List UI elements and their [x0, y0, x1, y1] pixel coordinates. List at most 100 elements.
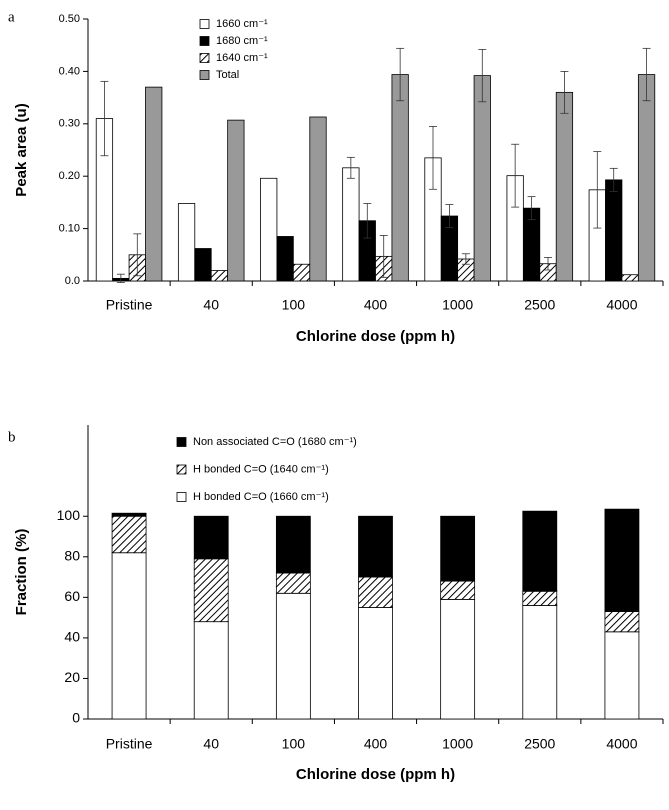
bar-segment [111, 515, 147, 554]
legend-label: 1680 cm⁻¹ [216, 35, 268, 47]
bar [637, 74, 656, 282]
bar [473, 75, 491, 282]
x-tick-label: 40 [203, 297, 219, 313]
bar-segment [275, 515, 311, 574]
legend-swatch [176, 437, 187, 447]
legend-swatch [176, 464, 187, 475]
legend-label: H bonded C=O (1640 cm⁻¹) [193, 463, 329, 475]
error-bar [396, 47, 405, 102]
y-axis-title: Fraction (%) [13, 529, 30, 616]
legend-label: 1660 cm⁻¹ [216, 18, 268, 30]
bar-segment [604, 611, 640, 633]
x-tick-label: 100 [282, 297, 306, 313]
x-tick-label: 100 [282, 736, 306, 752]
error-bar [461, 253, 470, 265]
x-tick-label: 400 [364, 297, 388, 313]
x-tick-label: Pristine [106, 297, 153, 313]
bar-segment [522, 605, 558, 720]
bar [260, 177, 278, 282]
bar [177, 203, 196, 282]
legend-swatch [199, 53, 210, 63]
bar [227, 119, 245, 282]
error-bar [609, 167, 618, 192]
bar-segment [440, 580, 476, 600]
bar [605, 179, 623, 282]
error-bar [560, 71, 569, 114]
bar-segment [358, 576, 393, 608]
error-bar [445, 204, 454, 228]
y-tick-label: 0.0 [65, 275, 80, 287]
x-tick-label: 40 [203, 736, 219, 752]
error-bar [478, 48, 487, 103]
y-tick-label: 20 [64, 669, 80, 685]
bar [145, 86, 163, 282]
bar [292, 263, 311, 282]
bar-segment [440, 598, 476, 720]
error-bar [116, 273, 125, 283]
x-axis-title: Chlorine dose (ppm h) [296, 766, 455, 783]
bar [194, 248, 212, 282]
bar-segment [111, 552, 147, 720]
x-axis-title: Chlorine dose (ppm h) [296, 328, 455, 345]
legend-label: Non associated C=O (1680 cm⁻¹) [193, 436, 357, 448]
bar-segment [275, 572, 311, 594]
y-tick-label: 0.30 [59, 118, 80, 130]
error-bar [379, 235, 388, 278]
error-bar [642, 47, 651, 102]
bar-segment [193, 621, 229, 720]
y-tick-label: 0.10 [59, 223, 80, 235]
error-bar [511, 143, 520, 208]
legend-label: H bonded C=O (1660 cm⁻¹) [193, 491, 329, 503]
legend-swatch [199, 19, 210, 29]
y-tick-label: 100 [57, 507, 81, 523]
bar-segment [358, 607, 393, 720]
legend-label: 1640 cm⁻¹ [216, 52, 268, 64]
x-tick-label: 400 [364, 736, 388, 752]
bar [210, 270, 229, 282]
bar [309, 116, 327, 282]
bar [342, 167, 360, 282]
bar-segment [111, 512, 147, 517]
bar-segment [604, 508, 640, 612]
x-tick-label: Pristine [106, 736, 153, 752]
y-tick-label: 0 [72, 710, 80, 726]
y-tick-label: 60 [64, 588, 80, 604]
y-tick-label: 0.50 [59, 13, 80, 25]
error-bar [346, 156, 355, 179]
bar-segment [193, 515, 229, 560]
bar [621, 274, 639, 282]
bar-segment [522, 510, 558, 592]
error-bar [363, 203, 372, 239]
legend-swatch [199, 70, 210, 80]
error-bar [100, 80, 109, 157]
x-tick-label: 4000 [606, 736, 637, 752]
x-tick-label: 4000 [606, 297, 637, 313]
error-bar [593, 151, 602, 229]
bar-segment [604, 631, 640, 720]
bar-segment [358, 515, 393, 578]
bar-segment [440, 515, 476, 582]
error-bar [527, 196, 536, 221]
error-bar [544, 257, 552, 271]
error-bar [429, 126, 437, 190]
panel-label: b [8, 429, 16, 445]
x-tick-label: 2500 [524, 297, 555, 313]
y-axis-title: Peak area (u) [13, 103, 30, 196]
x-tick-label: 1000 [442, 736, 473, 752]
panel-label: a [8, 9, 15, 25]
x-tick-label: 2500 [524, 736, 555, 752]
y-tick-label: 0.20 [59, 170, 80, 182]
x-tick-label: 1000 [442, 297, 473, 313]
y-tick-label: 40 [64, 629, 80, 645]
legend-swatch [199, 36, 210, 46]
bar [555, 91, 574, 282]
bar-segment [522, 590, 558, 606]
legend-swatch [176, 492, 187, 502]
y-tick-label: 0.40 [59, 65, 80, 77]
bar [276, 236, 294, 282]
bar [391, 74, 409, 282]
error-bar [133, 233, 142, 277]
legend-label: Total [216, 69, 239, 81]
bar-segment [193, 558, 229, 623]
